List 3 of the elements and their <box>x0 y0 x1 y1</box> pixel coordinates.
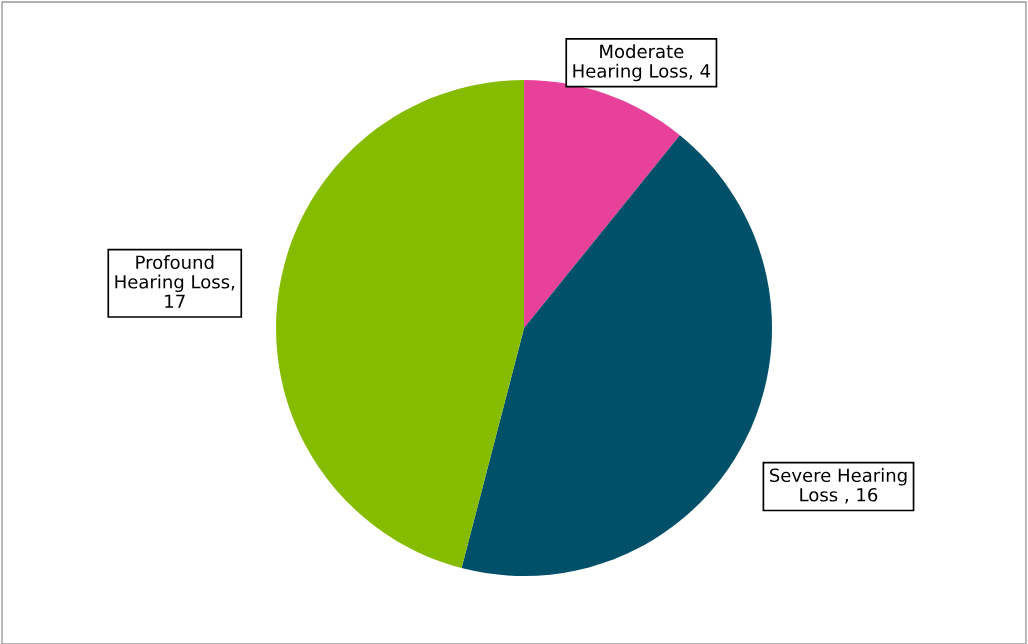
slice-label: Profound Hearing Loss, 17 <box>115 255 235 308</box>
slice-label: Moderate Hearing Loss, 4 <box>573 44 711 82</box>
slice-label: Severe Hearing Loss , 16 <box>769 468 907 504</box>
